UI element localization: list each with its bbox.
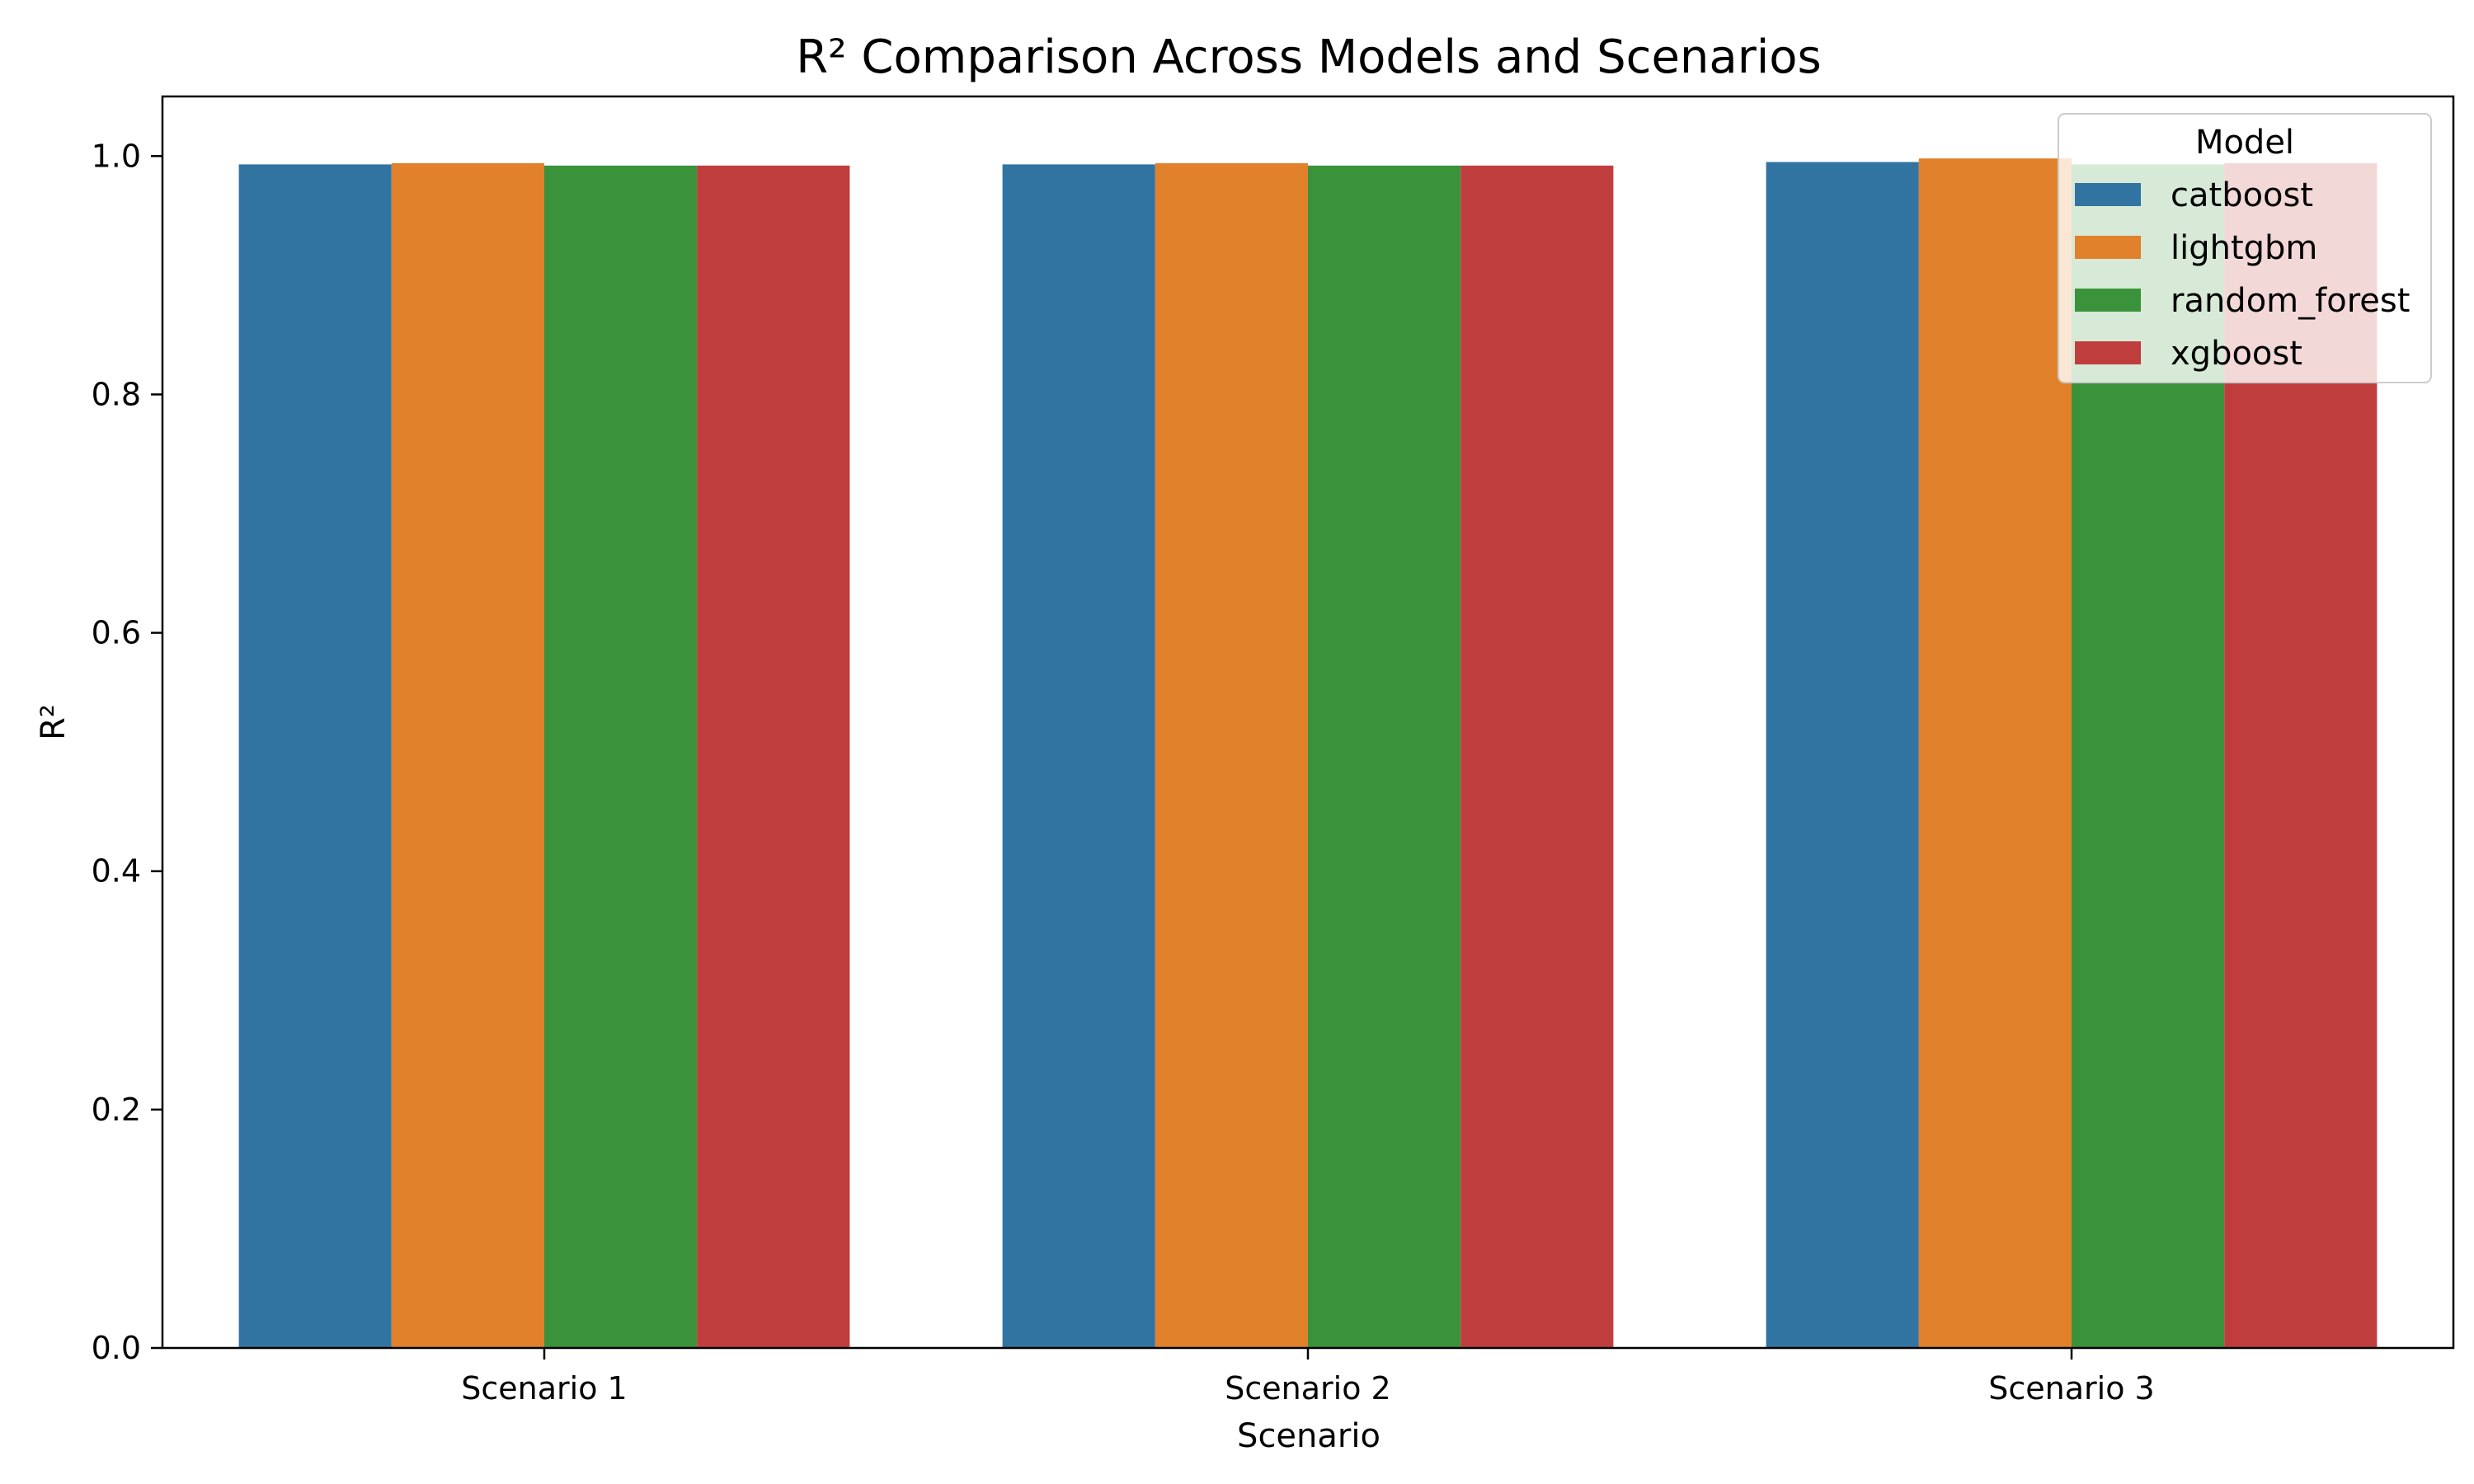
bar-catboost-scenario-1 xyxy=(238,164,392,1348)
bar-lightgbm-scenario-3 xyxy=(1918,158,2072,1349)
legend-label-xgboost: xgboost xyxy=(2171,335,2302,373)
legend: Model catboost lightgbm random_forestxgboo… xyxy=(2058,113,2432,383)
legend-label-lightgbm: lightgbm xyxy=(2171,229,2317,267)
y-axis: 0.0 0.2 0.4 0.6 0.8 1.0 xyxy=(92,138,162,1366)
bar-xgboost-scenario-2 xyxy=(1460,165,1614,1348)
y-tick-label: 0.0 xyxy=(92,1330,141,1366)
y-tick-label: 0.6 xyxy=(92,615,141,651)
y-tick-label: 1.0 xyxy=(92,138,141,174)
x-tick-label: Scenario 3 xyxy=(1988,1370,2154,1407)
legend-title: Model xyxy=(2195,124,2294,162)
legend-swatch-xgboost xyxy=(2075,341,2141,364)
legend-swatch-random-forest xyxy=(2075,289,2141,312)
bar-lightgbm-scenario-2 xyxy=(1155,162,1308,1349)
bar-random-forest-scenario-2 xyxy=(1308,165,1461,1348)
y-tick-label: 0.2 xyxy=(92,1092,141,1128)
chart-title: R² Comparison Across Models and Scenario… xyxy=(796,31,1821,84)
x-axis-label: Scenario xyxy=(1237,1417,1380,1455)
legend-box xyxy=(2058,113,2432,383)
y-tick-label: 0.8 xyxy=(92,376,141,412)
bar-random-forest-scenario-1 xyxy=(544,165,698,1348)
y-tick-label: 0.4 xyxy=(92,853,141,890)
bar-catboost-scenario-2 xyxy=(1002,164,1155,1348)
x-axis: Scenario 1 Scenario 2 Scenario 3 xyxy=(461,1348,2155,1407)
legend-label-catboost: catboost xyxy=(2171,176,2313,214)
legend-label-random-forest: random_forest xyxy=(2171,282,2410,320)
x-tick-label: Scenario 1 xyxy=(461,1370,627,1407)
legend-swatch-catboost xyxy=(2075,183,2141,206)
bars-group xyxy=(238,158,2378,1349)
y-axis-label: R² xyxy=(35,704,73,740)
legend-swatch-lightgbm xyxy=(2075,236,2141,259)
bar-xgboost-scenario-1 xyxy=(697,165,850,1348)
bar-catboost-scenario-3 xyxy=(1766,162,1919,1348)
bar-lightgbm-scenario-1 xyxy=(391,162,544,1349)
x-tick-label: Scenario 2 xyxy=(1225,1370,1390,1407)
